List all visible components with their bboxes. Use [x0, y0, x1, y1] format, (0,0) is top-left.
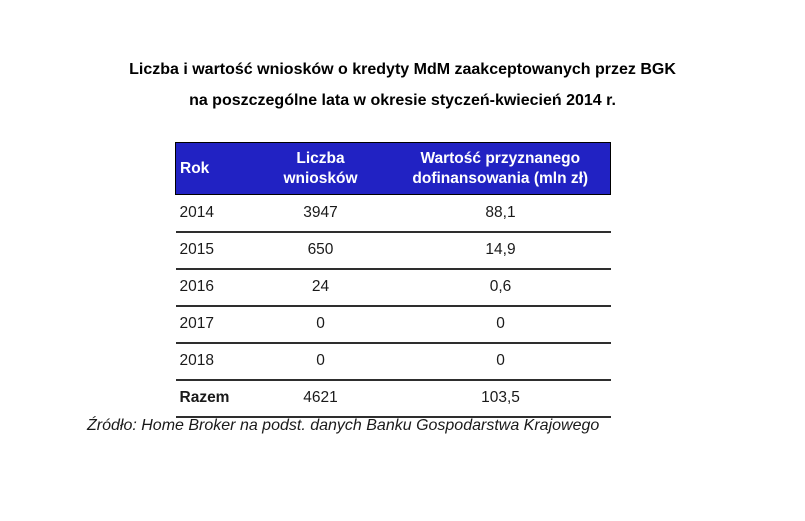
cell-year: 2017: [179, 315, 214, 332]
cell-applications: 3947: [303, 203, 338, 221]
cell-applications: 24: [311, 278, 330, 295]
table-row-2014: 2014 3947 88,1: [175, 195, 611, 232]
title-line-1: Liczba i wartość wniosków o kredyty MdM …: [129, 61, 676, 78]
cell-funding: 88,1: [485, 203, 516, 221]
cell-total-label: Razem: [179, 389, 230, 406]
data-table-container: Rok Liczba wniosków Wartość przyznanego …: [175, 142, 611, 418]
header-cell-liczba-wnioskow: Liczba wniosków: [283, 149, 358, 187]
header-cell-wartosc-dofinansowania: Wartość przyznanego dofinansowania (mln …: [412, 149, 589, 187]
cell-year: 2015: [179, 241, 214, 258]
source-caption: Źródło: Home Broker na podst. danych Ban…: [87, 417, 600, 434]
cell-year: 2018: [179, 352, 214, 369]
table-row-2016: 2016 24 0,6: [175, 269, 611, 306]
cell-total-applications: 4621: [303, 389, 338, 406]
table-row-2017: 2017 0 0: [175, 306, 611, 343]
table-row-2015: 2015 650 14,9: [175, 232, 611, 269]
table-header-row: Rok Liczba wniosków Wartość przyznanego …: [175, 142, 611, 195]
cell-funding: 0,6: [489, 278, 512, 295]
header-cell-rok: Rok: [180, 159, 210, 177]
cell-applications: 650: [307, 241, 334, 258]
cell-funding: 14,9: [485, 241, 516, 258]
cell-total-funding: 103,5: [481, 389, 520, 406]
page-title: Liczba i wartość wniosków o kredyty MdM …: [0, 54, 805, 116]
table-header: Rok Liczba wniosków Wartość przyznanego …: [175, 142, 611, 195]
title-line-2: na poszczególne lata w okresie styczeń-k…: [189, 92, 616, 109]
cell-year: 2016: [179, 278, 214, 295]
cell-applications: 0: [316, 352, 325, 369]
cell-funding: 0: [496, 315, 505, 332]
cell-year: 2014: [179, 203, 214, 221]
table-body: 2014 3947 88,1 2015 650 14,9 2016 24 0,6…: [175, 195, 611, 417]
cell-funding: 0: [496, 352, 505, 369]
table-row-total: Razem 4621 103,5: [175, 380, 611, 417]
table-row-2018: 2018 0 0: [175, 343, 611, 380]
data-table: Rok Liczba wniosków Wartość przyznanego …: [175, 142, 611, 418]
cell-applications: 0: [316, 315, 325, 332]
